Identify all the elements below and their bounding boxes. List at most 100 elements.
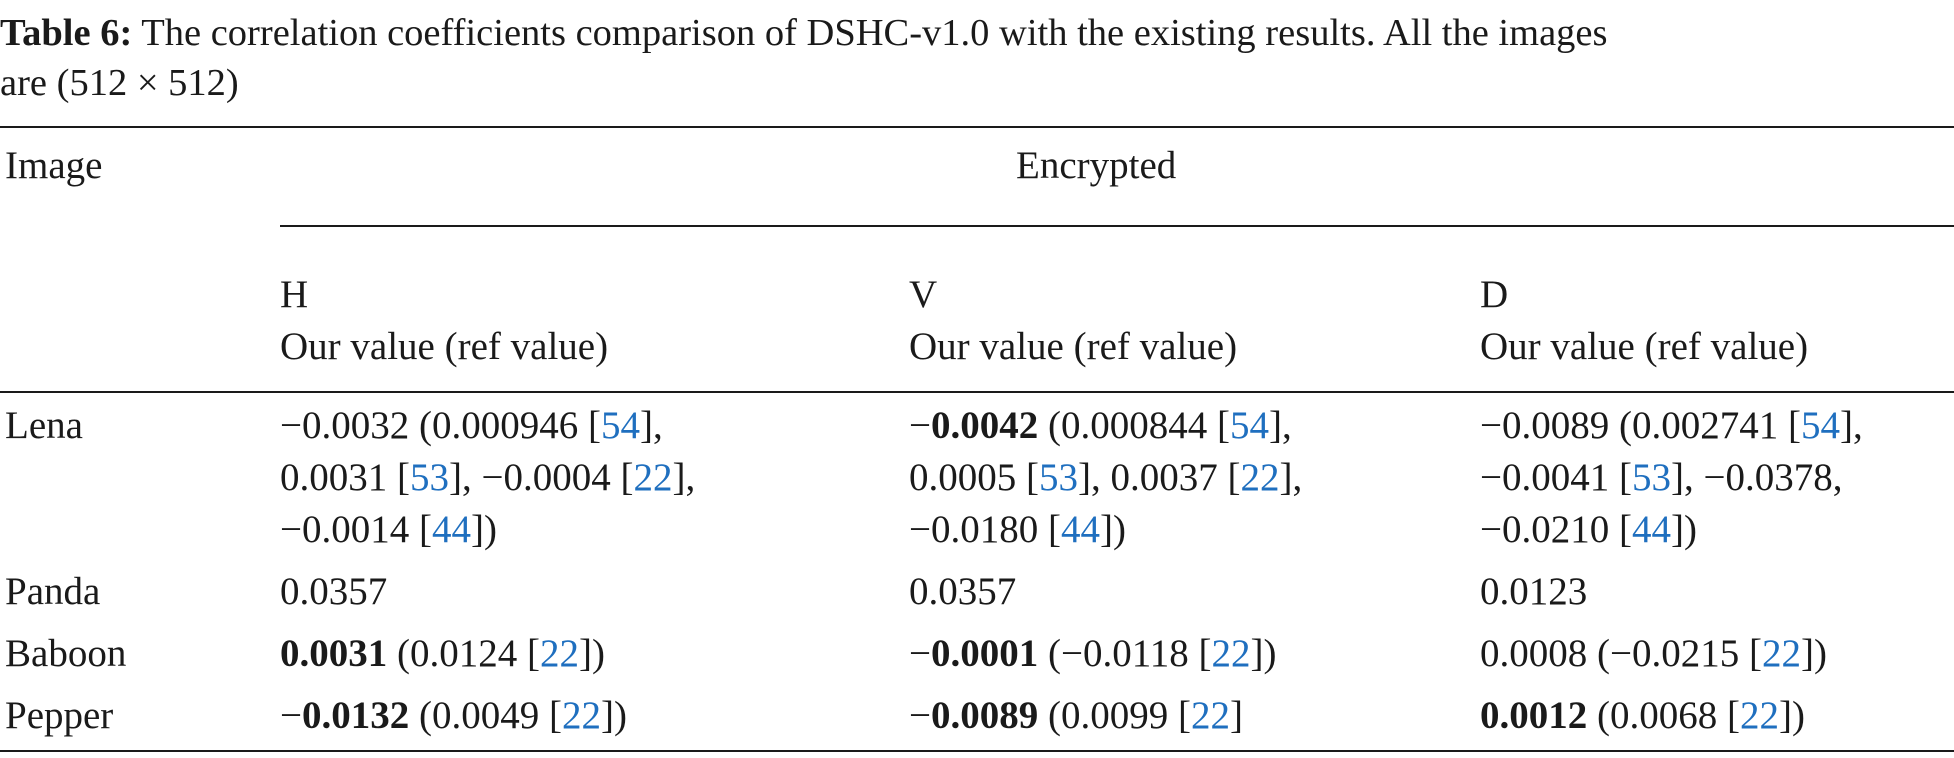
header-d-key: D [1480, 273, 1509, 316]
header-h-key: H [280, 273, 309, 316]
cell-lena-h-line-3: −0.0014 [44]) [280, 505, 497, 555]
cell-text: ]) [1250, 632, 1277, 675]
cell-text: ]) [1778, 694, 1805, 737]
cell-lena-h-line-1: −0.0032 (0.000946 [54], [280, 401, 663, 451]
cell-pepper-d: 0.0012 (0.0068 [22]) [1480, 691, 1805, 741]
caption-line-1: Table 6: The correlation coefficients co… [0, 8, 1954, 58]
citation-link[interactable]: 53 [1039, 456, 1078, 499]
citation-link[interactable]: 22 [1190, 694, 1230, 737]
citation-link[interactable]: 54 [1229, 404, 1269, 447]
cell-text: (0.0124 [ [387, 632, 540, 675]
cell-lena-v-line-2: 0.0005 [53], 0.0037 [22], [909, 453, 1302, 503]
cell-text: −0.0210 [ [1480, 508, 1632, 551]
citation-link[interactable]: 22 [633, 456, 673, 499]
cell-text: (0.0049 [ [409, 694, 562, 737]
bold-value: 0.0089 [931, 694, 1039, 737]
header-h-sub: Our value (ref value) [280, 325, 609, 368]
cell-pepper-v: −0.0089 (0.0099 [22] [909, 691, 1243, 741]
cell-text: −0.0014 [ [280, 508, 432, 551]
cell-lena-d-line-3: −0.0210 [44]) [1480, 505, 1697, 555]
cell-text: −0.0032 (0.000946 [ [280, 404, 601, 447]
citation-link[interactable]: 22 [1761, 632, 1801, 675]
cell-text: ]) [1099, 508, 1126, 551]
cell-text: − [280, 694, 302, 737]
cell-text: ]) [470, 508, 497, 551]
cell-text: ], [1279, 456, 1303, 499]
bottom-rule [0, 750, 1954, 752]
cell-lena-v-line-1: −0.0042 (0.000844 [54], [909, 401, 1292, 451]
bold-value: 0.0031 [280, 632, 388, 675]
cell-text: − [909, 694, 931, 737]
bold-value: 0.0042 [931, 404, 1039, 447]
row-panda-image: Panda [5, 570, 101, 613]
cell-text: ], [1268, 404, 1292, 447]
cell-text: ], [1839, 404, 1863, 447]
cell-text: ], −0.0378, [1670, 456, 1843, 499]
cell-text: 0.0031 [ [280, 456, 410, 499]
caption-text: The correlation coefficients comparison … [141, 12, 1608, 54]
citation-link[interactable]: 44 [431, 508, 471, 551]
cell-text: (0.0099 [ [1038, 694, 1191, 737]
cell-text: − [909, 404, 931, 447]
cell-lena-v-line-3: −0.0180 [44]) [909, 505, 1126, 555]
cell-lena-d-line-1: −0.0089 (0.002741 [54], [1480, 401, 1863, 451]
caption-line-2: are (512 × 512) [0, 62, 239, 104]
cell-text: 0.0008 (−0.0215 [ [1480, 632, 1762, 675]
cell-text: ]) [600, 694, 627, 737]
cell-panda-d: 0.0123 [1480, 567, 1587, 617]
bold-value: 0.0001 [931, 632, 1039, 675]
row-baboon-image: Baboon [5, 632, 127, 675]
cell-text: ]) [1670, 508, 1697, 551]
header-v-key: V [909, 273, 938, 316]
citation-link[interactable]: 54 [600, 404, 640, 447]
header-d-sub: Our value (ref value) [1480, 325, 1809, 368]
cell-text: ], −0.0004 [ [449, 456, 634, 499]
citation-link[interactable]: 44 [1060, 508, 1100, 551]
citation-link[interactable]: 53 [1631, 456, 1671, 499]
cell-text: (0.0068 [ [1587, 694, 1740, 737]
cell-baboon-d: 0.0008 (−0.0215 [22]) [1480, 629, 1827, 679]
cell-text: ], [672, 456, 696, 499]
cell-baboon-h: 0.0031 (0.0124 [22]) [280, 629, 605, 679]
header-image: Image [5, 144, 103, 187]
header-rule [0, 391, 1954, 393]
cell-text: −0.0180 [ [909, 508, 1061, 551]
cell-text: 0.0005 [ [909, 456, 1039, 499]
citation-link[interactable]: 22 [1211, 632, 1251, 675]
cell-panda-v: 0.0357 [909, 567, 1016, 617]
cell-panda-h: 0.0357 [280, 567, 387, 617]
header-v-sub: Our value (ref value) [909, 325, 1238, 368]
cell-baboon-v: −0.0001 (−0.0118 [22]) [909, 629, 1277, 679]
citation-link[interactable]: 53 [410, 456, 449, 499]
encrypted-rule [280, 225, 1954, 227]
cell-lena-d-line-2: −0.0041 [53], −0.0378, [1480, 453, 1842, 503]
table-caption: Table 6: The correlation coefficients co… [0, 8, 1954, 108]
citation-link[interactable]: 44 [1631, 508, 1671, 551]
cell-text: ]) [578, 632, 605, 675]
citation-link[interactable]: 22 [539, 632, 579, 675]
cell-text: ], [639, 404, 663, 447]
bold-value: 0.0132 [302, 694, 410, 737]
cell-text: −0.0089 (0.002741 [ [1480, 404, 1801, 447]
citation-link[interactable]: 22 [1739, 694, 1779, 737]
cell-text: 0.0123 [1480, 570, 1588, 613]
citation-link[interactable]: 22 [1240, 456, 1280, 499]
cell-text: (−0.0118 [ [1038, 632, 1212, 675]
cell-pepper-h: −0.0132 (0.0049 [22]) [280, 691, 627, 741]
cell-text: ], 0.0037 [ [1078, 456, 1241, 499]
cell-text: 0.0357 [280, 570, 388, 613]
cell-text: −0.0041 [ [1480, 456, 1632, 499]
cell-text: ] [1229, 694, 1243, 737]
citation-link[interactable]: 54 [1800, 404, 1840, 447]
top-rule [0, 126, 1954, 128]
cell-text: − [909, 632, 931, 675]
cell-text: (0.000844 [ [1038, 404, 1230, 447]
cell-text: ]) [1800, 632, 1827, 675]
cell-text: 0.0357 [909, 570, 1017, 613]
table-label: Table 6: [0, 12, 133, 54]
citation-link[interactable]: 22 [561, 694, 601, 737]
bold-value: 0.0012 [1480, 694, 1588, 737]
cell-lena-h-line-2: 0.0031 [53], −0.0004 [22], [280, 453, 695, 503]
row-lena-image: Lena [5, 404, 83, 447]
header-encrypted: Encrypted [1016, 144, 1177, 187]
